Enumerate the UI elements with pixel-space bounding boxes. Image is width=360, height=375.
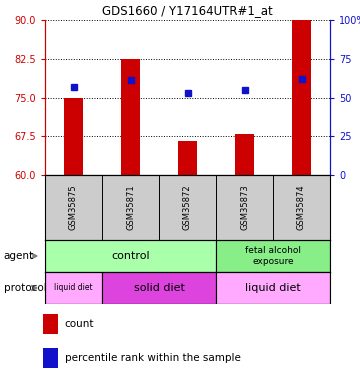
Bar [177,141,198,175]
Text: percentile rank within the sample: percentile rank within the sample [65,353,241,363]
Text: GSM35874: GSM35874 [297,185,306,230]
Bar [43,348,58,368]
Title: GDS1660 / Y17164UTR#1_at: GDS1660 / Y17164UTR#1_at [102,4,273,18]
Bar [45,240,216,272]
Text: protocol: protocol [4,283,46,293]
Text: count: count [65,319,94,329]
Bar [43,314,58,334]
Bar [102,272,216,304]
Text: GSM35873: GSM35873 [240,184,249,230]
Text: agent: agent [4,251,34,261]
Bar [45,272,102,304]
Text: liquid diet: liquid diet [54,284,93,292]
Bar [63,98,84,175]
Text: fetal alcohol
exposure: fetal alcohol exposure [245,246,301,266]
Text: GSM35871: GSM35871 [126,185,135,230]
Bar [292,20,311,175]
Text: GSM35872: GSM35872 [183,185,192,230]
Text: control: control [111,251,150,261]
Text: GSM35875: GSM35875 [69,185,78,230]
Bar [216,240,330,272]
Bar [234,134,255,175]
Bar [216,272,330,304]
Text: solid diet: solid diet [134,283,184,293]
Text: liquid diet: liquid diet [245,283,301,293]
Bar [121,59,140,175]
